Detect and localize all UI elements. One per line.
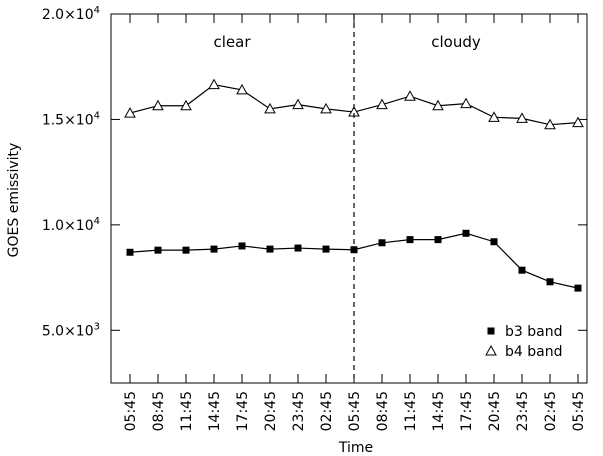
y-tick-exponent: 4 [94, 5, 100, 16]
data-point-b3 [154, 246, 162, 254]
data-point-b4 [292, 98, 304, 110]
x-tick-label: 02:45 [543, 391, 559, 431]
x-tick-label: 08:45 [375, 391, 391, 431]
data-point-b4 [516, 112, 528, 123]
data-point-b3 [294, 244, 302, 252]
data-point-b4 [208, 78, 220, 90]
y-tick-label: 1.5×104 [42, 110, 100, 128]
plot-frame-group [110, 13, 588, 384]
data-point-b3 [210, 245, 218, 253]
y-tick-exponent: 4 [94, 110, 100, 121]
y-tick-mantissa: 2.0×10 [42, 7, 94, 23]
y-tick-exponent: 3 [94, 321, 100, 332]
region-label-cloudy: cloudy [431, 33, 481, 51]
legend-marker-b4 [485, 344, 497, 356]
data-point-b4 [124, 107, 136, 118]
data-point-b3 [322, 245, 330, 253]
x-tick-label: 23:45 [515, 391, 531, 431]
data-point-b4 [544, 118, 556, 130]
y-tick-label: 1.0×104 [42, 216, 100, 234]
region-label-clear: clear [213, 33, 251, 51]
x-tick-label: 23:45 [291, 391, 307, 431]
data-point-b4 [236, 83, 248, 95]
x-tick-label: 14:45 [431, 391, 447, 431]
data-point-b3 [574, 284, 582, 292]
legend: b3 band b4 band [485, 324, 562, 360]
x-axis-title: Time [338, 440, 373, 456]
x-tick-label: 08:45 [151, 391, 167, 431]
x-tick-label: 02:45 [319, 391, 335, 431]
y-tick-label: 5.0×103 [42, 321, 100, 339]
data-point-b3 [126, 248, 134, 256]
x-tick-label: 17:45 [235, 391, 251, 431]
x-tick-label: 20:45 [263, 391, 279, 431]
data-point-b3 [546, 278, 554, 286]
legend-label-b3: b3 band [505, 324, 562, 340]
plot-frame [110, 13, 588, 384]
data-point-b3 [434, 236, 442, 244]
data-point-b3 [238, 242, 246, 250]
data-point-b4 [432, 99, 444, 111]
data-point-b3 [182, 246, 190, 254]
y-tick-mantissa: 1.0×10 [42, 218, 94, 234]
data-point-b3 [406, 236, 414, 244]
data-point-b3 [378, 239, 386, 247]
y-tick-label: 2.0×104 [42, 5, 100, 23]
x-tick-label: 17:45 [459, 391, 475, 431]
data-point-b4 [180, 99, 192, 111]
data-point-b4 [404, 90, 416, 101]
x-tick-label: 11:45 [403, 391, 419, 431]
data-point-b4 [572, 116, 584, 128]
x-tick-label: 05:45 [571, 391, 587, 431]
data-point-b3 [490, 238, 498, 246]
x-tick-label: 14:45 [207, 391, 223, 431]
data-point-b4 [320, 102, 332, 114]
data-point-b3 [266, 245, 274, 253]
data-point-b4 [152, 99, 164, 111]
y-axis-title: GOES emissivity [6, 143, 22, 258]
y-tick-mantissa: 5.0×10 [42, 323, 94, 339]
data-point-b4 [264, 102, 276, 114]
data-point-b3 [518, 266, 526, 274]
data-point-b3 [462, 229, 470, 237]
y-tick-exponent: 4 [94, 216, 100, 227]
x-tick-label: 05:45 [123, 391, 139, 431]
y-tick-mantissa: 1.5×10 [42, 112, 94, 128]
data-point-b4 [460, 97, 472, 109]
x-axis: 05:45 08:45 11:45 14:45 17:45 20:45 23:45 02:45… [123, 14, 587, 431]
annotations: clear cloudy [213, 14, 481, 383]
data-point-b4 [488, 111, 500, 122]
legend-label-b4: b4 band [505, 344, 562, 360]
data-point-b4 [376, 98, 388, 110]
x-tick-label: 11:45 [179, 391, 195, 431]
legend-marker-b3 [487, 327, 495, 335]
x-tick-label: 05:45 [347, 391, 363, 431]
x-tick-label: 20:45 [487, 391, 503, 431]
